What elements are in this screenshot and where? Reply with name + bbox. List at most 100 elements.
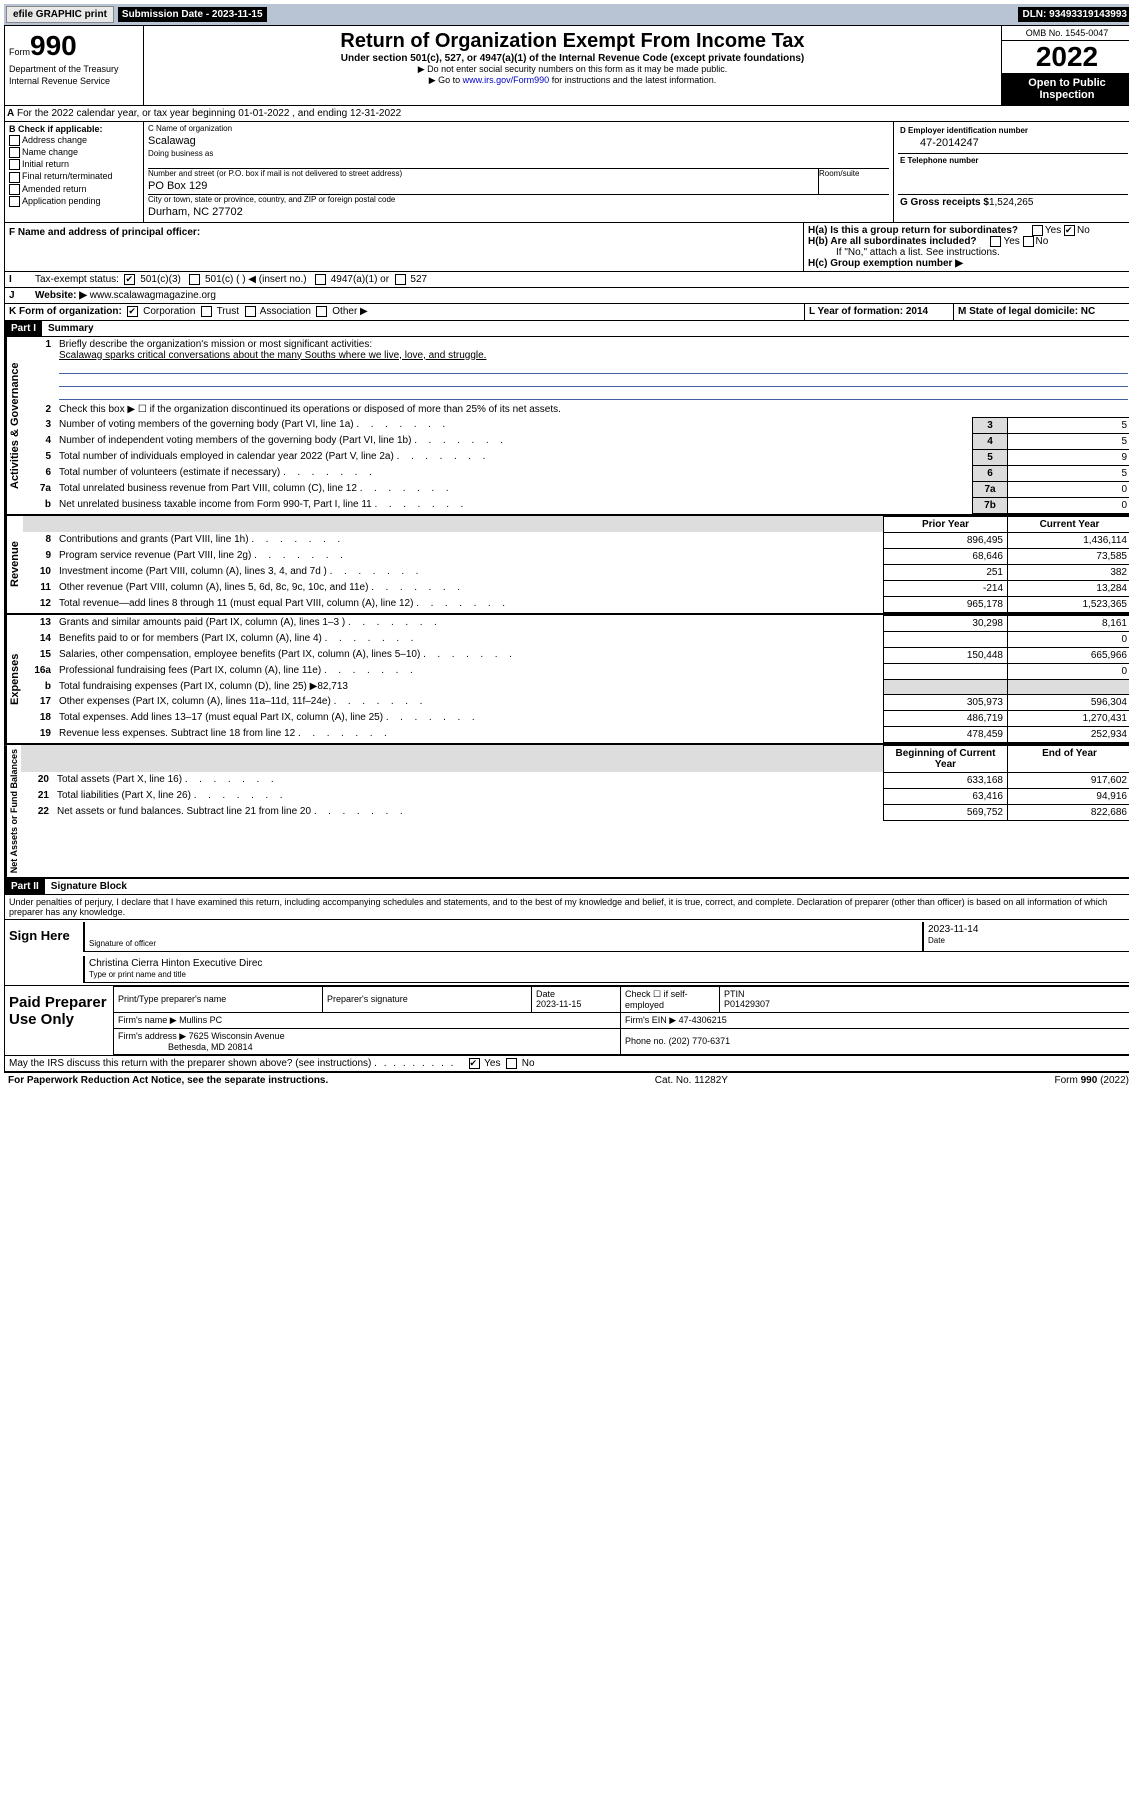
end-year-header: End of Year: [1008, 745, 1129, 772]
c-name: Scalawag: [148, 133, 889, 149]
line2: Check this box ▶ ☐ if the organization d…: [55, 402, 1129, 418]
section-klm-row: K Form of organization: Corporation Trus…: [5, 304, 1129, 320]
summary-row: 9Program service revenue (Part VIII, lin…: [23, 548, 1129, 564]
summary-row: 19Revenue less expenses. Subtract line 1…: [23, 726, 1129, 742]
cb-address-change[interactable]: Address change: [9, 135, 139, 146]
cb-amended-return[interactable]: Amended return: [9, 184, 139, 195]
paid-label: Paid Preparer Use Only: [5, 986, 113, 1055]
part1-badge: Part I: [5, 321, 42, 336]
summary-row: 6Total number of volunteers (estimate if…: [23, 465, 1129, 481]
cb-initial-return[interactable]: Initial return: [9, 159, 139, 170]
note-link: ▶ Go to www.irs.gov/Form990 for instruct…: [148, 75, 997, 86]
submission-date: Submission Date - 2023-11-15: [118, 7, 267, 22]
summary-row: 21Total liabilities (Part X, line 26) . …: [21, 788, 1129, 804]
i-label: Tax-exempt status:: [35, 274, 119, 285]
note-pre: ▶ Go to: [429, 75, 463, 85]
hb-yes[interactable]: [990, 236, 1001, 247]
topbar: efile GRAPHIC print Submission Date - 20…: [4, 4, 1129, 25]
title-cell: Return of Organization Exempt From Incom…: [144, 26, 1001, 105]
firm-name: Mullins PC: [179, 1015, 222, 1025]
c-addr: PO Box 129: [148, 178, 818, 194]
cb-corp[interactable]: [127, 306, 138, 317]
sections-bcdefg: B Check if applicable: Address change Na…: [5, 122, 1129, 223]
section-h: H(a) Is this a group return for subordin…: [804, 223, 1129, 271]
ha-yes[interactable]: [1032, 225, 1043, 236]
summary-row: 12Total revenue—add lines 8 through 11 (…: [23, 596, 1129, 612]
sig-name-val: Christina Cierra Hinton Executive Direc: [89, 958, 1128, 969]
cb-trust[interactable]: [201, 306, 212, 317]
part2-header: Part II Signature Block: [5, 879, 1129, 895]
line1-label: Briefly describe the organization's miss…: [59, 339, 372, 350]
sections-fh: F Name and address of principal officer:…: [5, 223, 1129, 272]
exp-table: 13Grants and similar amounts paid (Part …: [23, 615, 1129, 743]
cb-527[interactable]: [395, 274, 406, 285]
note-post: for instructions and the latest informat…: [549, 75, 716, 85]
current-year-header: Current Year: [1008, 516, 1129, 532]
efile-button[interactable]: efile GRAPHIC print: [6, 6, 114, 23]
vert-rev: Revenue: [5, 516, 23, 613]
discuss-yes[interactable]: [469, 1058, 480, 1069]
part2-badge: Part II: [5, 879, 45, 894]
instructions-link[interactable]: www.irs.gov/Form990: [463, 75, 550, 85]
cb-assoc[interactable]: [245, 306, 256, 317]
summary-row: 5Total number of individuals employed in…: [23, 449, 1129, 465]
discuss-no[interactable]: [506, 1058, 517, 1069]
e-label: E Telephone number: [900, 156, 1126, 165]
prior-year-header: Prior Year: [884, 516, 1008, 532]
summary-row: 16aProfessional fundraising fees (Part I…: [23, 663, 1129, 679]
section-deg: D Employer identification number 47-2014…: [894, 122, 1129, 222]
summary-row: 11Other revenue (Part VIII, column (A), …: [23, 580, 1129, 596]
section-c: C Name of organization Scalawag Doing bu…: [144, 122, 894, 222]
form-number: 990: [30, 30, 77, 61]
summary-row: bTotal fundraising expenses (Part IX, co…: [23, 679, 1129, 694]
summary-row: 18Total expenses. Add lines 13–17 (must …: [23, 710, 1129, 726]
summary-row: 17Other expenses (Part IX, column (A), l…: [23, 694, 1129, 710]
j-val: www.scalawagmagazine.org: [90, 290, 216, 301]
activities-governance-block: Activities & Governance 1 Briefly descri…: [5, 337, 1129, 516]
summary-row: 7aTotal unrelated business revenue from …: [23, 481, 1129, 497]
hc-label: H(c) Group exemption number ▶: [808, 258, 963, 269]
hb-no[interactable]: [1023, 236, 1034, 247]
cb-4947[interactable]: [315, 274, 326, 285]
part1-title: Summary: [42, 321, 100, 336]
open-public: Open to Public Inspection: [1002, 73, 1129, 105]
penalty-text: Under penalties of perjury, I declare th…: [5, 895, 1129, 920]
form-frame: Form990 Department of the Treasury Inter…: [4, 25, 1129, 1073]
tax-year: 2022: [1002, 41, 1129, 73]
footer-right: Form 990 (2022): [1055, 1075, 1129, 1086]
c-city: Durham, NC 27702: [148, 204, 889, 220]
c-dba-label: Doing business as: [148, 149, 889, 158]
vert-na: Net Assets or Fund Balances: [5, 745, 21, 877]
cb-other[interactable]: [316, 306, 327, 317]
irs-label: Internal Revenue Service: [9, 76, 139, 86]
prep-name-label: Print/Type preparer's name: [114, 986, 323, 1012]
ha-no[interactable]: [1064, 225, 1075, 236]
sig-name-label: Type or print name and title: [89, 970, 186, 979]
prep-ptin: P01429307: [724, 999, 770, 1009]
m-label: M State of legal domicile: NC: [958, 306, 1095, 317]
footer-left: For Paperwork Reduction Act Notice, see …: [8, 1075, 328, 1086]
cb-application-pending[interactable]: Application pending: [9, 196, 139, 207]
hb-note: If "No," attach a list. See instructions…: [808, 247, 1128, 258]
section-b: B Check if applicable: Address change Na…: [5, 122, 144, 222]
c-addr-label: Number and street (or P.O. box if mail i…: [148, 169, 818, 178]
prep-selfemp: Check ☐ if self-employed: [621, 986, 720, 1012]
d-ein: 47-2014247: [900, 135, 1126, 151]
cb-final-return[interactable]: Final return/terminated: [9, 171, 139, 182]
sig-date-val: 2023-11-14: [928, 924, 1128, 935]
omb-number: OMB No. 1545-0047: [1002, 26, 1129, 41]
form-prefix: Form: [9, 47, 30, 57]
cb-name-change[interactable]: Name change: [9, 147, 139, 158]
summary-row: 15Salaries, other compensation, employee…: [23, 647, 1129, 663]
section-b-label: B Check if applicable:: [9, 124, 103, 134]
firm-addr: 7625 Wisconsin Avenue: [189, 1031, 285, 1041]
c-city-label: City or town, state or province, country…: [148, 195, 889, 204]
rev-table: Prior YearCurrent Year 8Contributions an…: [23, 516, 1129, 613]
c-room-label: Room/suite: [819, 169, 889, 178]
expenses-block: Expenses 13Grants and similar amounts pa…: [5, 615, 1129, 745]
cb-501c[interactable]: [189, 274, 200, 285]
section-i-row: I Tax-exempt status: 501(c)(3) 501(c) ( …: [5, 272, 1129, 288]
cb-501c3[interactable]: [124, 274, 135, 285]
note-ssn: ▶ Do not enter social security numbers o…: [148, 64, 997, 75]
vert-exp: Expenses: [5, 615, 23, 743]
